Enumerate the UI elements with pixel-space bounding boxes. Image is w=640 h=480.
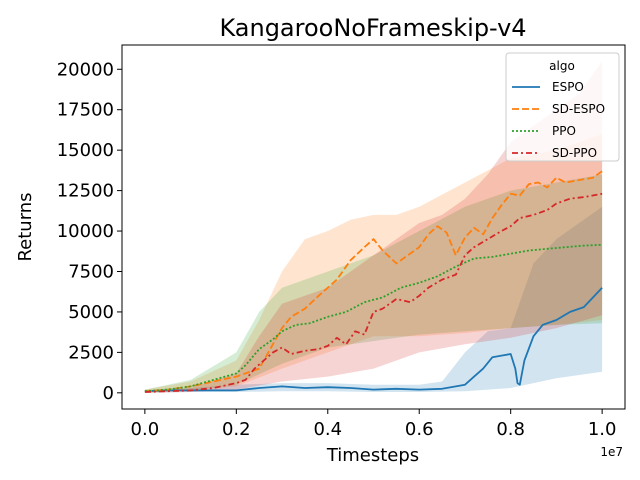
band-sd-espo (144, 134, 603, 393)
x-tick-label: 0.4 (313, 419, 342, 440)
y-tick-label: 12500 (57, 181, 114, 202)
series-line-espo (144, 287, 603, 393)
x-tick-label: 1.0 (588, 419, 617, 440)
x-tick-label: 0.8 (496, 419, 525, 440)
y-tick-label: 15000 (57, 140, 114, 161)
x-tick-label: 0.2 (222, 419, 251, 440)
confidence-bands (144, 61, 603, 393)
y-tick-label: 2500 (68, 342, 114, 363)
y-tick-label: 17500 (57, 100, 114, 121)
legend-label-espo: ESPO (552, 80, 584, 94)
series-line-ppo (144, 243, 603, 393)
y-tick-label: 10000 (57, 221, 114, 242)
y-axis-label: Returns (15, 192, 36, 261)
x-axis: 0.0 0.2 0.4 0.6 0.8 1.0 (131, 409, 617, 440)
x-axis-offset-text: 1e7 (600, 445, 623, 459)
legend-box (505, 52, 620, 162)
band-espo (144, 206, 603, 393)
y-axis: 0 2500 5000 7500 10000 12500 15000 17500 20000 (57, 59, 122, 404)
chart-title: KangarooNoFrameskip-v4 (219, 14, 526, 42)
legend-title: algo (549, 59, 575, 73)
band-sd-ppo (144, 61, 603, 393)
series-lines (144, 170, 603, 393)
legend-label-sd-ppo: SD-PPO (552, 146, 597, 160)
legend-label-sd-espo: SD-ESPO (552, 102, 605, 116)
legend-label-ppo: PPO (552, 124, 576, 138)
y-tick-label: 20000 (57, 59, 114, 80)
x-axis-label: Timesteps (326, 445, 419, 466)
y-tick-label: 0 (103, 383, 114, 404)
y-tick-label: 5000 (68, 302, 114, 323)
x-tick-label: 0.6 (405, 419, 434, 440)
plot-frame (121, 44, 626, 410)
band-ppo (144, 174, 603, 393)
x-tick-label: 0.0 (131, 419, 160, 440)
series-line-sd-ppo (144, 192, 603, 393)
legend: algo ESPO SD-ESPO PPO SD-PPO (505, 52, 620, 162)
y-tick-label: 7500 (68, 261, 114, 282)
